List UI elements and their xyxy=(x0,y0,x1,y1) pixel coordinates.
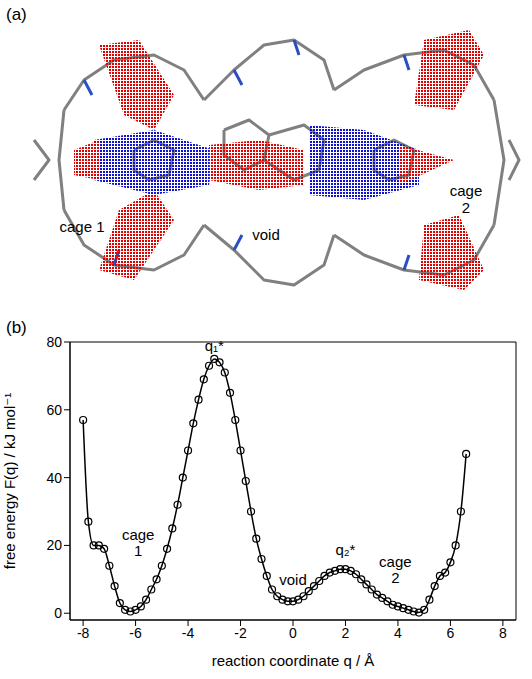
svg-text:2: 2 xyxy=(342,625,350,641)
svg-text:cage 1: cage 1 xyxy=(59,218,104,235)
svg-text:-2: -2 xyxy=(234,625,247,641)
svg-text:free energy F(q) / kJ mol⁻¹: free energy F(q) / kJ mol⁻¹ xyxy=(1,393,18,569)
svg-text:reaction coordinate q / Å: reaction coordinate q / Å xyxy=(212,652,375,669)
svg-text:20: 20 xyxy=(46,537,62,553)
svg-text:6: 6 xyxy=(447,625,455,641)
svg-text:-6: -6 xyxy=(129,625,142,641)
svg-text:cage1: cage1 xyxy=(122,526,155,559)
svg-text:0: 0 xyxy=(54,605,62,621)
svg-text:cage2: cage2 xyxy=(450,182,483,216)
svg-text:-8: -8 xyxy=(77,625,90,641)
svg-text:(a): (a) xyxy=(6,5,27,24)
svg-text:-4: -4 xyxy=(182,625,195,641)
svg-text:void: void xyxy=(252,226,280,243)
svg-text:cage2: cage2 xyxy=(379,553,412,586)
svg-text:4: 4 xyxy=(394,625,402,641)
svg-text:80: 80 xyxy=(46,334,62,350)
svg-text:q₁*: q₁* xyxy=(205,337,224,354)
svg-text:void: void xyxy=(279,571,307,588)
svg-text:0: 0 xyxy=(289,625,297,641)
svg-text:60: 60 xyxy=(46,402,62,418)
svg-text:q₂*: q₂* xyxy=(335,540,355,557)
svg-text:40: 40 xyxy=(46,470,62,486)
svg-text:8: 8 xyxy=(499,625,507,641)
html-text:(b): (b) xyxy=(6,318,27,337)
